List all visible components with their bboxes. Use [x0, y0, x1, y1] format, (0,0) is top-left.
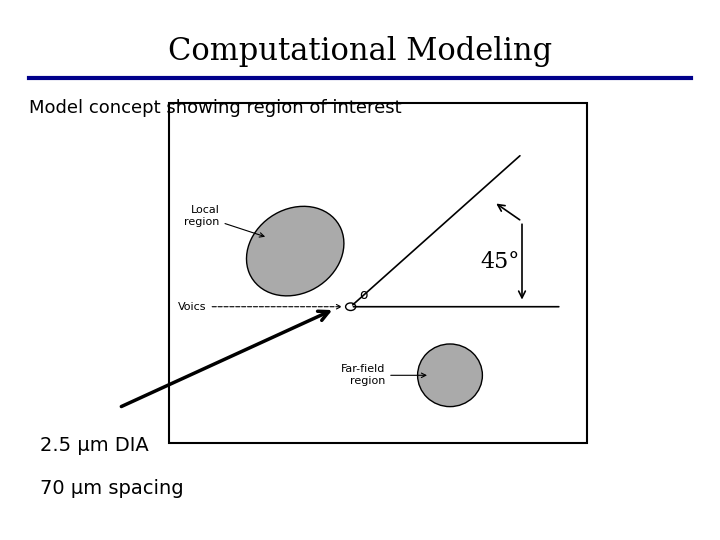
Bar — [169, 103, 587, 443]
Text: 45°: 45° — [481, 251, 520, 273]
Text: o: o — [359, 288, 368, 302]
Ellipse shape — [418, 344, 482, 407]
Text: 70 μm spacing: 70 μm spacing — [40, 479, 183, 498]
Ellipse shape — [246, 206, 344, 296]
Text: Local
region: Local region — [184, 205, 264, 237]
Text: Far-field
region: Far-field region — [341, 364, 426, 386]
Text: Voics: Voics — [178, 302, 341, 312]
Text: 2.5 μm DIA: 2.5 μm DIA — [40, 436, 148, 455]
Text: Model concept showing region of interest: Model concept showing region of interest — [29, 99, 402, 117]
Text: Computational Modeling: Computational Modeling — [168, 36, 552, 67]
